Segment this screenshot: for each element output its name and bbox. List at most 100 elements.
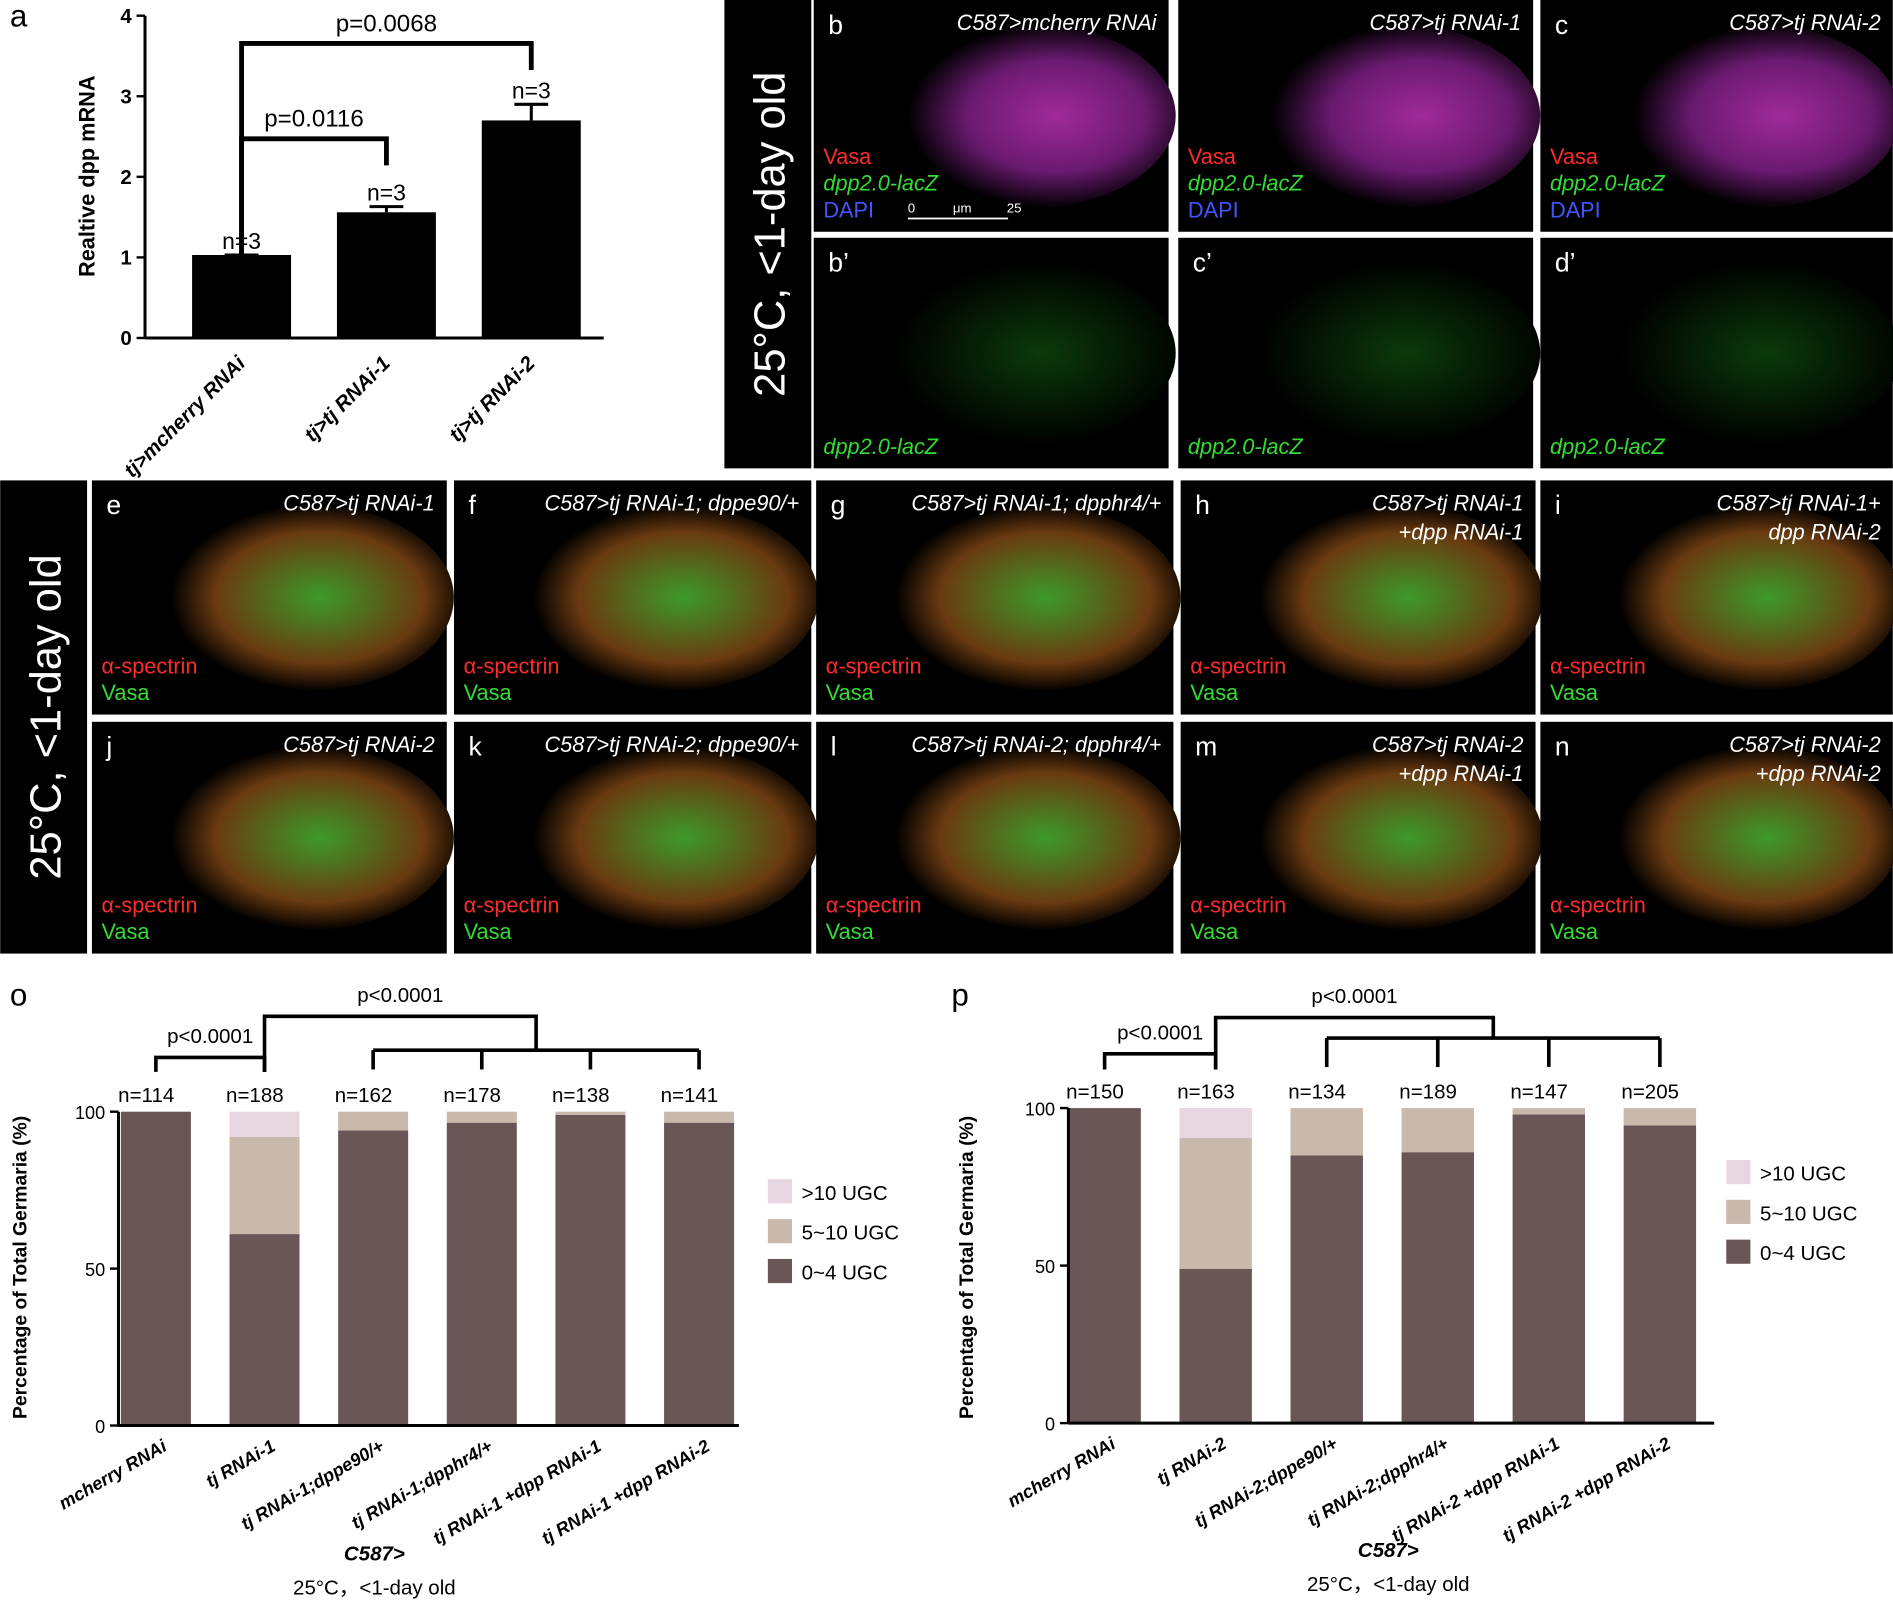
panel-letter: b’: [828, 248, 849, 278]
x-axis-label: 25°C，<1-day old: [1307, 1573, 1470, 1596]
n-label: n=3: [367, 180, 406, 206]
panel-letter: k: [469, 732, 483, 762]
channel-label: α-spectrin: [102, 654, 198, 679]
channel-label: α-spectrin: [826, 654, 922, 679]
bar-segment: [1623, 1108, 1697, 1126]
n-label: n=178: [443, 1084, 501, 1107]
tissue-glow: [1603, 503, 1893, 692]
tissue-glow: [1244, 744, 1543, 931]
panel-title: C587>tj RNAi-1; dpphr4/+: [911, 491, 1161, 516]
bar: [481, 120, 581, 338]
significance-bracket: [262, 1014, 538, 1072]
channel-label: dpp2.0-lacZ: [1188, 434, 1303, 459]
panel-letter: d’: [1555, 248, 1576, 278]
legend-label: 0~4 UGC: [1760, 1242, 1846, 1265]
legend-label: 5~10 UGC: [1760, 1202, 1858, 1225]
n-label: n=163: [1177, 1080, 1235, 1103]
x-tick-label: tj>tj RNAi-2: [445, 351, 540, 446]
significance-bracket: [1213, 1015, 1496, 1070]
y-tick-label: 0: [120, 327, 131, 350]
y-tick-label: 2: [120, 166, 131, 189]
tissue-glow: [1603, 745, 1893, 931]
channel-label: α-spectrin: [1550, 654, 1646, 679]
bar-segment: [1512, 1114, 1586, 1424]
x-tick-label: mcherry RNAi: [55, 1435, 170, 1513]
x-tick-label: tj>tj RNAi-1: [300, 352, 395, 447]
panel-letter: a: [10, 0, 28, 34]
tissue-glow: [1603, 260, 1893, 446]
bar-segment: [555, 1111, 626, 1115]
panel-letter: h: [1195, 490, 1210, 520]
p-value: p=0.0068: [336, 10, 437, 37]
panel-title: C587>tj RNAi-2: [1372, 732, 1524, 757]
panel-letter: l: [831, 732, 837, 762]
n-label: n=147: [1510, 1080, 1568, 1103]
tissue-glow: [1242, 23, 1541, 209]
channel-label: Vasa: [1550, 680, 1599, 705]
tissue-glow: [155, 744, 454, 931]
side-label: 25°C, <1-day old: [747, 72, 795, 397]
panel-letter: f: [469, 490, 477, 520]
panel-title: C587>tj RNAi-1: [1372, 491, 1524, 516]
channel-label: Vasa: [1550, 919, 1599, 944]
bar-segment: [446, 1122, 517, 1426]
panel-letter: n: [1555, 732, 1570, 762]
bar-segment: [1068, 1108, 1141, 1424]
channel-label: DAPI: [1188, 197, 1239, 222]
panel-letter: g: [831, 490, 846, 520]
channel-label: Vasa: [1188, 144, 1237, 169]
legend-swatch: [1726, 1199, 1751, 1224]
panel-letter: m: [1195, 732, 1217, 762]
legend-swatch: [1726, 1239, 1751, 1264]
legend-swatch: [767, 1179, 792, 1204]
scale-label: 0: [908, 200, 915, 215]
bar: [192, 254, 292, 338]
channel-label: Vasa: [464, 680, 513, 705]
bar: [336, 212, 436, 338]
bar-segment: [1179, 1138, 1252, 1269]
bar-segment: [1512, 1108, 1586, 1115]
panel-title: C587>tj RNAi-2: [1729, 732, 1881, 757]
channel-label: Vasa: [1190, 919, 1239, 944]
channel-label: α-spectrin: [1190, 893, 1286, 918]
y-tick-label: 100: [1025, 1099, 1055, 1119]
bar-segment: [446, 1111, 517, 1123]
p-value: p<0.0001: [167, 1025, 253, 1048]
n-label: n=189: [1399, 1080, 1457, 1103]
bar-segment: [1290, 1108, 1363, 1156]
panel-title: C587>tj RNAi-2; dpphr4/+: [911, 732, 1161, 757]
channel-label: dpp2.0-lacZ: [1550, 171, 1665, 196]
tissue-glow: [155, 503, 454, 692]
p-value: p=0.0116: [264, 106, 364, 133]
channel-label: dpp2.0-lacZ: [1188, 171, 1303, 196]
channel-label: α-spectrin: [464, 654, 560, 679]
panel-title: +dpp RNAi-2: [1756, 761, 1881, 786]
x-tick-label: tj>mcherry RNAi: [120, 351, 251, 482]
n-label: n=3: [512, 77, 551, 103]
panel-title: +dpp RNAi-1: [1399, 761, 1524, 786]
channel-label: DAPI: [1550, 197, 1601, 222]
legend-swatch: [767, 1219, 792, 1244]
scale-label: 25: [1007, 200, 1022, 215]
bar-segment: [120, 1111, 191, 1426]
n-label: n=150: [1066, 1080, 1124, 1103]
bar-segment: [664, 1122, 735, 1426]
y-tick-label: 4: [120, 5, 132, 28]
legend-swatch: [1726, 1159, 1751, 1185]
channel-label: α-spectrin: [102, 893, 198, 918]
bar-segment: [1401, 1152, 1474, 1424]
significance-bracket: [154, 1055, 267, 1072]
label-column: [724, 0, 812, 469]
panel-letter: c: [1555, 10, 1568, 40]
p-value: p<0.0001: [1117, 1021, 1203, 1044]
bar-segment: [229, 1234, 300, 1426]
panel-letter: j: [105, 732, 112, 762]
n-label: n=141: [661, 1084, 719, 1107]
panel-title: dpp RNAi-2: [1768, 520, 1880, 545]
channel-label: Vasa: [826, 680, 875, 705]
channel-label: dpp2.0-lacZ: [1550, 434, 1665, 459]
channel-label: Vasa: [102, 680, 151, 705]
panel-title: C587>tj RNAi-2; dppe90/+: [544, 732, 799, 757]
panel-letter: p: [951, 977, 968, 1012]
